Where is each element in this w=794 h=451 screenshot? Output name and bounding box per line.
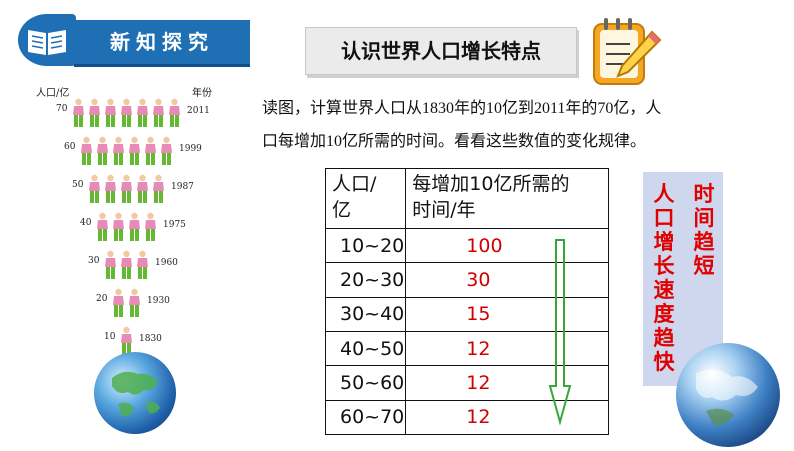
instruction-line-2: 口每增加10亿所需的时间。看看这些数值的变化规律。 — [262, 133, 647, 150]
range-cell: 50~60 — [324, 365, 407, 401]
side-note-speed: 人口增长速度趋快 — [653, 182, 675, 374]
person-figure — [137, 174, 148, 203]
header-badge-left — [18, 14, 76, 66]
pyramid-population-value: 50 — [72, 180, 84, 190]
person-figure — [121, 250, 132, 279]
header-population: 人口/ 亿 — [324, 168, 407, 229]
pyramid-year-value: 1987 — [171, 182, 194, 192]
book-icon — [28, 30, 66, 55]
person-figure — [137, 98, 148, 127]
pyramid-year-value: 1999 — [179, 144, 202, 154]
instruction-line-1: 读图，计算世界人口从1830年的10亿到2011年的70亿，人 — [262, 100, 662, 117]
pyramid-population-value: 30 — [88, 256, 100, 266]
pyramid-population-label: 人口/亿 — [36, 88, 70, 99]
side-note-time: 时间趋短 — [693, 182, 715, 278]
table-row: 60~70 12 — [324, 399, 609, 436]
person-figure — [137, 250, 148, 279]
person-figure — [145, 212, 156, 241]
person-figure — [129, 212, 140, 241]
pyramid-year-value: 1930 — [147, 296, 170, 306]
person-figure — [169, 98, 180, 127]
person-figure — [153, 174, 164, 203]
range-cell: 10~20 — [324, 227, 407, 264]
person-figure — [105, 98, 116, 127]
person-figure — [121, 174, 132, 203]
person-figure — [161, 136, 172, 165]
pyramid-year-value: 1960 — [155, 258, 178, 268]
pyramid-population-value: 20 — [96, 294, 108, 304]
person-figure — [113, 288, 124, 317]
person-figure — [81, 136, 92, 165]
person-figure — [97, 136, 108, 165]
person-figure — [89, 174, 100, 203]
person-figure — [129, 136, 140, 165]
value-cell: 12 — [405, 365, 609, 401]
population-growth-table: 人口/ 亿 每增加10亿所需的 时间/年 10~20 100 20~30 30 30… — [324, 168, 609, 436]
pyramid-population-value: 40 — [80, 218, 92, 228]
person-figure — [73, 98, 84, 127]
value-cell: 100 — [405, 227, 609, 264]
range-cell: 60~70 — [324, 399, 407, 436]
person-figure — [121, 98, 132, 127]
person-figure — [121, 326, 132, 355]
table-header-row: 人口/ 亿 每增加10亿所需的 时间/年 — [324, 168, 609, 229]
range-cell: 40~50 — [324, 330, 407, 367]
notepad-pencil-icon — [593, 18, 662, 85]
person-figure — [145, 136, 156, 165]
value-cell: 12 — [405, 330, 609, 367]
person-figure — [105, 250, 116, 279]
person-figure — [89, 98, 100, 127]
pyramid-population-value: 60 — [64, 142, 76, 152]
header-time: 每增加10亿所需的 时间/年 — [405, 168, 609, 229]
pyramid-year-value: 1830 — [139, 334, 162, 344]
header-bar — [74, 20, 250, 67]
section-title: 新知探究 — [110, 30, 214, 54]
value-cell: 30 — [405, 262, 609, 298]
down-arrow-icon — [548, 239, 572, 426]
instruction-text: 读图，计算世界人口从1830年的10亿到2011年的70亿，人 口每增加10亿所… — [262, 92, 770, 158]
table-row: 20~30 30 — [324, 262, 609, 298]
value-cell: 15 — [405, 296, 609, 332]
table-row: 50~60 12 — [324, 365, 609, 401]
person-figure — [97, 212, 108, 241]
person-figure — [105, 174, 116, 203]
earth-image — [676, 343, 780, 447]
value-cell: 12 — [405, 399, 609, 436]
pyramid-year-value: 1975 — [163, 220, 186, 230]
topic-title: 认识世界人口增长特点 — [305, 27, 577, 75]
globe-image — [94, 352, 176, 434]
person-figure — [113, 136, 124, 165]
table-row: 10~20 100 — [324, 227, 609, 264]
pyramid-population-value: 10 — [104, 332, 116, 342]
range-cell: 30~40 — [324, 296, 407, 332]
person-figure — [153, 98, 164, 127]
table-row: 40~50 12 — [324, 330, 609, 367]
person-figure — [113, 212, 124, 241]
range-cell: 20~30 — [324, 262, 407, 298]
person-figure — [129, 288, 140, 317]
pyramid-year-label: 年份 — [192, 88, 212, 99]
pyramid-population-value: 70 — [56, 104, 68, 114]
pyramid-year-value: 2011 — [187, 106, 210, 116]
